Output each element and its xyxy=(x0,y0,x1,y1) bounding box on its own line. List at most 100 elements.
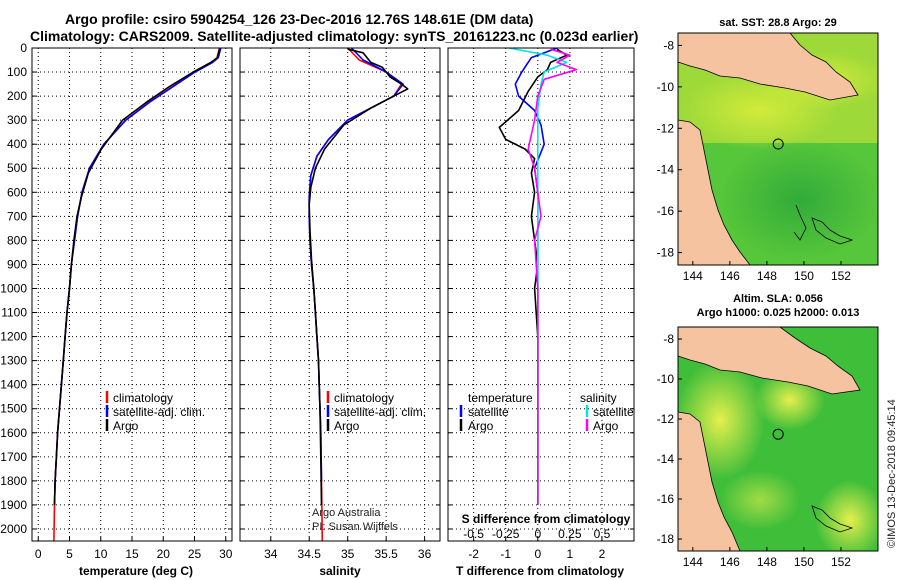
argo-australia-credit: Argo Australia xyxy=(312,507,381,519)
x-tick-label: 34.5 xyxy=(298,547,322,561)
series-line-climatology xyxy=(308,48,403,541)
depth-tick-label: 0 xyxy=(20,41,27,55)
x-tick-label: 36 xyxy=(418,547,432,561)
legend-title-temperature: temperature xyxy=(468,391,533,405)
australia-land xyxy=(678,119,751,265)
sla-map-title: Altim. SLA: 0.056 xyxy=(733,293,823,305)
sst-map-title: sat. SST: 28.8 Argo: 29 xyxy=(719,17,837,29)
map-y-tick-label: -18 xyxy=(657,246,675,260)
temperature-series xyxy=(53,48,222,541)
difference-top-ticks: -0.5 -0.25 0 0.25 0.5 xyxy=(463,527,610,541)
s-difference-label: S difference from climatology xyxy=(462,512,631,526)
map-y-tick-label: -16 xyxy=(657,204,675,218)
x-tick-label: 30 xyxy=(219,547,233,561)
temperature-frame xyxy=(31,47,233,542)
salinity-frame xyxy=(239,47,441,542)
depth-tick-label: 400 xyxy=(7,137,27,151)
sla-map-subtitle: Argo h1000: 0.025 h2000: 0.013 xyxy=(697,307,860,319)
difference-series xyxy=(498,48,578,505)
sst-map-frame xyxy=(677,32,879,266)
temperature-panel: 0 5 10 15 20 25 30 temperature (deg C) climato… xyxy=(31,47,233,578)
x-tick-label: 20 xyxy=(157,547,171,561)
new-guinea-land xyxy=(678,327,861,395)
depth-tick-label: 900 xyxy=(7,257,27,271)
x-tick-label: 10 xyxy=(94,547,108,561)
top-x-tick-label: -0.5 xyxy=(463,527,484,541)
sst-map-ticks: 144 146 148 150 152 -8 -10 -12 -14 -16 -18 xyxy=(657,38,852,283)
depth-tick-label: 1900 xyxy=(0,498,27,512)
map-x-tick-label: 152 xyxy=(831,555,851,569)
difference-x-ticks: -2 -1 0 1 2 xyxy=(468,547,605,561)
salinity-panel: 34 34.5 35 35.5 36 salinity climatology sate… xyxy=(239,47,441,578)
map-y-tick-label: -10 xyxy=(657,372,675,386)
t-difference-label: T difference from climatology xyxy=(456,564,624,578)
depth-tick-label: 1700 xyxy=(0,450,27,464)
series-line-argo xyxy=(53,49,221,505)
map-x-tick-label: 144 xyxy=(683,555,703,569)
legend-label-climatology: climatology xyxy=(334,391,394,405)
pi-credit: PI: Susan Wijffels xyxy=(312,521,398,533)
sst-map-image xyxy=(678,33,878,265)
reef-outline xyxy=(811,505,854,533)
figure-title-line1: Argo profile: csiro 5904254_126 23-Dec-2… xyxy=(65,11,533,27)
x-tick-label: 2 xyxy=(599,547,606,561)
legend-title-salinity: salinity xyxy=(580,391,617,405)
sla-map-ticks: 144 146 148 150 152 -8 -10 -12 -14 -16 -18 xyxy=(657,332,852,569)
argo-location-marker xyxy=(772,138,784,150)
salinity-legend: climatology satellite-adj. clim. Argo xyxy=(326,391,426,433)
reef-outline xyxy=(811,217,854,245)
sla-high-patch xyxy=(720,470,800,530)
series-line-salinity-argo xyxy=(527,48,578,505)
salinity-x-label: salinity xyxy=(319,564,361,578)
series-line-temperature-argo xyxy=(498,48,568,505)
depth-tick-label: 1100 xyxy=(1,306,27,320)
map-x-tick-label: 150 xyxy=(794,269,814,283)
salinity-grid xyxy=(240,47,440,541)
map-x-tick-label: 152 xyxy=(831,269,851,283)
depth-tick-label: 1000 xyxy=(0,281,27,295)
top-x-tick-label: 0.5 xyxy=(594,527,611,541)
x-tick-label: 0 xyxy=(534,547,541,561)
depth-tick-label: 600 xyxy=(7,185,27,199)
map-y-tick-label: -8 xyxy=(663,332,674,346)
depth-tick-label: 100 xyxy=(7,65,27,79)
australia-land xyxy=(678,411,741,551)
imos-credit: ©IMOS 13-Dec-2018 09:45:14 xyxy=(886,399,898,548)
map-x-tick-label: 148 xyxy=(757,555,777,569)
depth-tick-label: 1500 xyxy=(0,402,27,416)
temperature-x-label: temperature (deg C) xyxy=(79,564,193,578)
series-line-satellite-adj-clim- xyxy=(53,48,222,505)
legend-label-climatology: climatology xyxy=(113,391,173,405)
depth-tick-label: 1600 xyxy=(0,426,27,440)
argo-location-marker xyxy=(772,428,784,440)
temperature-x-ticks: 0 5 10 15 20 25 30 xyxy=(35,547,233,561)
legend-label-satellite: satellite-adj. clim. xyxy=(334,405,426,419)
new-guinea-land xyxy=(678,33,859,101)
salinity-x-ticks: 34 34.5 35 35.5 36 xyxy=(264,547,432,561)
depth-tick-label: 200 xyxy=(7,89,27,103)
top-x-tick-label: -0.25 xyxy=(492,527,520,541)
map-y-tick-label: -14 xyxy=(657,452,675,466)
depth-tick-label: 800 xyxy=(7,233,27,247)
depth-tick-label: 1200 xyxy=(0,330,27,344)
difference-grid xyxy=(448,47,634,541)
x-tick-label: 25 xyxy=(188,547,202,561)
x-tick-label: 15 xyxy=(125,547,139,561)
legend-label-argo: Argo xyxy=(113,419,139,433)
x-tick-label: -1 xyxy=(500,547,511,561)
map-y-tick-label: -12 xyxy=(657,121,675,135)
salinity-series xyxy=(308,48,409,541)
difference-legend-temperature: temperature satellite Argo xyxy=(459,391,533,433)
depth-tick-label: 1300 xyxy=(0,354,27,368)
map-x-tick-label: 148 xyxy=(757,269,777,283)
map-x-tick-label: 146 xyxy=(720,269,740,283)
figure-title-line2: Climatology: CARS2009. Satellite-adjuste… xyxy=(30,28,638,44)
x-tick-label: 0 xyxy=(35,547,42,561)
map-y-tick-label: -18 xyxy=(657,532,675,546)
sst-map-panel: sat. SST: 28.8 Argo: 29 144 146 148 150 152 -… xyxy=(657,17,879,283)
legend-label-temp-argo: Argo xyxy=(468,419,494,433)
x-tick-label: -2 xyxy=(468,547,479,561)
depth-axis-labels: 0 100 200 300 400 500 600 700 800 900 1000 1100 1200… xyxy=(0,41,27,536)
map-y-tick-label: -12 xyxy=(657,412,675,426)
